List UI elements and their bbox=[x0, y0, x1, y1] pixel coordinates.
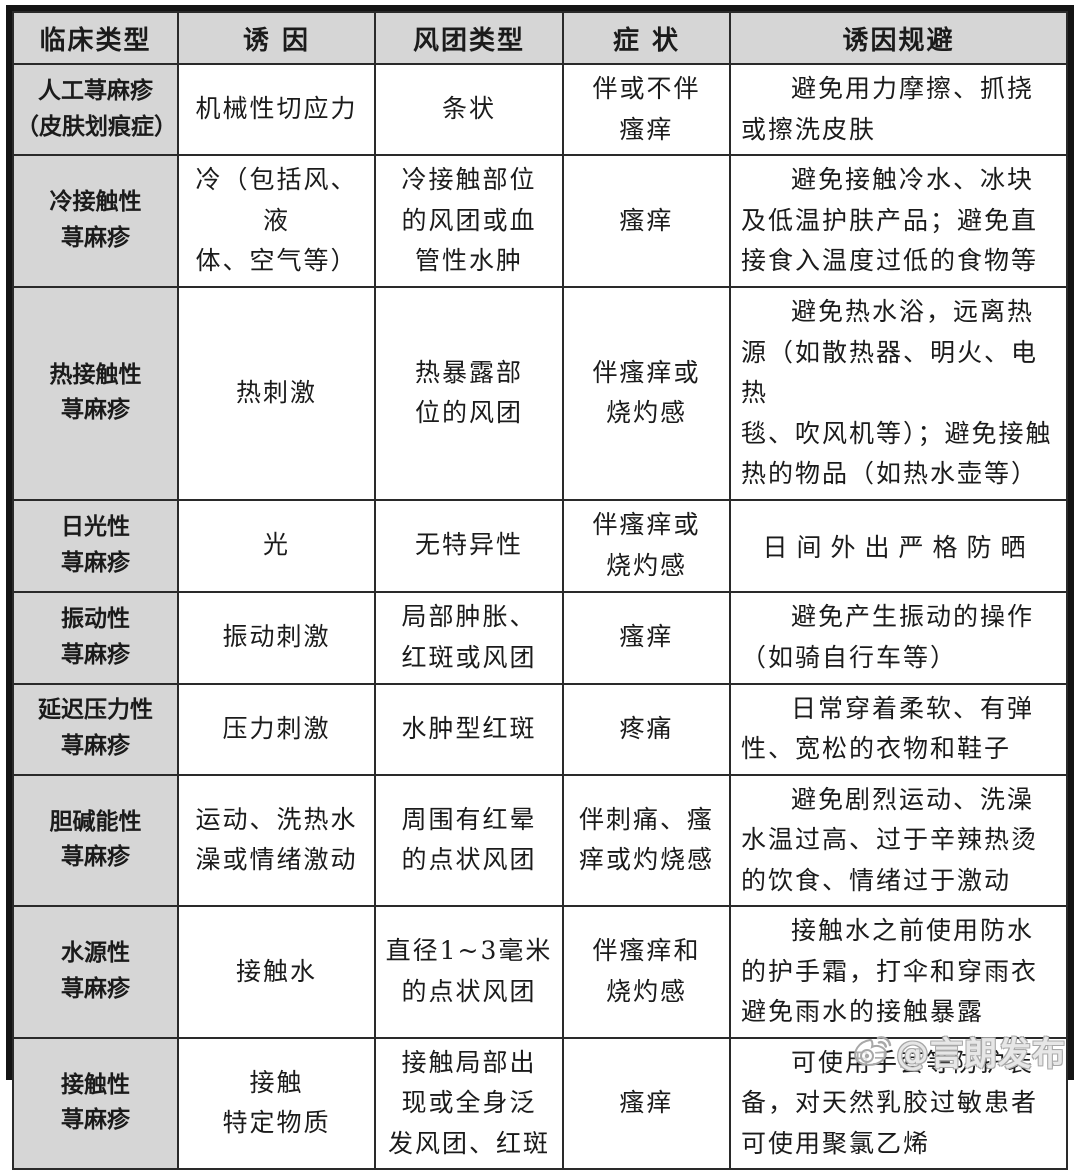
cell-avoidance: 日常穿着柔软、有弹 性、宽松的衣物和鞋子 bbox=[729, 682, 1068, 776]
table-frame: 临床类型诱 因风团类型症 状诱因规避 人工荨麻疹 （皮肤划痕症） 机械性切应力 条状… bbox=[6, 5, 1074, 1170]
cell-wheal-type: 接触局部出 现或全身泛 发风团、红斑 bbox=[374, 1036, 564, 1170]
cell-trigger: 振动刺激 bbox=[177, 590, 376, 685]
cell-symptoms: 伴刺痛、瘙 痒或灼烧感 bbox=[562, 773, 731, 907]
table-row: 振动性 荨麻疹 振动刺激 局部肿胀、 红斑或风团 瘙痒 避免产生振动的操作 （如骑自行车… bbox=[12, 590, 1068, 685]
cell-symptoms: 伴瘙痒和 烧灼感 bbox=[562, 905, 731, 1039]
cell-symptoms: 疼痛 bbox=[562, 682, 731, 776]
table-row: 人工荨麻疹 （皮肤划痕症） 机械性切应力 条状 伴或不伴 瘙痒 避免用力摩擦、抓挠 或擦… bbox=[12, 63, 1068, 156]
cell-wheal-type: 周围有红晕 的点状风团 bbox=[374, 773, 564, 907]
cell-wheal-type: 无特异性 bbox=[374, 498, 564, 593]
cell-clinical-type: 胆碱能性 荨麻疹 bbox=[12, 773, 179, 907]
table-row: 日光性 荨麻疹光无特异性 伴瘙痒或 烧灼感 日间外出严格防晒 bbox=[12, 498, 1068, 593]
header-avoidance: 诱因规避 bbox=[729, 11, 1068, 65]
cell-avoidance: 避免热水浴，远离热 源（如散热器、明火、电热 毯、吹风机等）；避免接触 热的物品… bbox=[729, 286, 1068, 501]
cell-symptoms: 伴或不伴 瘙痒 bbox=[562, 63, 731, 156]
table-body: 人工荨麻疹 （皮肤划痕症） 机械性切应力 条状 伴或不伴 瘙痒 避免用力摩擦、抓挠 或擦… bbox=[12, 63, 1068, 1170]
cell-symptoms: 伴瘙痒或 烧灼感 bbox=[562, 498, 731, 593]
cell-clinical-type: 人工荨麻疹 （皮肤划痕症） bbox=[12, 63, 179, 156]
table-row: 胆碱能性 荨麻疹 运动、洗热水 澡或情绪激动 周围有红晕 的点状风团 伴刺痛、瘙 痒或… bbox=[12, 773, 1068, 907]
cell-trigger: 接触 特定物质 bbox=[177, 1036, 376, 1170]
cell-trigger: 光 bbox=[177, 498, 376, 593]
table-row: 接触性 荨麻疹 接触 特定物质 接触局部出 现或全身泛 发风团、红斑 瘙痒 可使用手套等… bbox=[12, 1036, 1068, 1170]
cell-avoidance: 避免剧烈运动、洗澡 水温过高、过于辛辣热烫 的饮食、情绪过于激动 bbox=[729, 773, 1068, 907]
cell-wheal-type: 直径1~3毫米 的点状风团 bbox=[374, 905, 564, 1039]
table-row: 冷接触性 荨麻疹 冷（包括风、液 体、空气等） 冷接触部位 的风团或血 管性水肿 瘙痒… bbox=[12, 154, 1068, 288]
cell-avoidance: 接触水之前使用防水 的护手霜，打伞和穿雨衣 避免雨水的接触暴露 bbox=[729, 905, 1068, 1039]
cell-trigger: 热刺激 bbox=[177, 286, 376, 501]
cell-wheal-type: 热暴露部 位的风团 bbox=[374, 286, 564, 501]
cell-clinical-type: 振动性 荨麻疹 bbox=[12, 590, 179, 685]
cell-avoidance: 避免接触冷水、冰块 及低温护肤产品；避免直 接食入温度过低的食物等 bbox=[729, 154, 1068, 288]
cell-trigger: 压力刺激 bbox=[177, 682, 376, 776]
cell-symptoms: 伴瘙痒或 烧灼感 bbox=[562, 286, 731, 501]
cell-clinical-type: 冷接触性 荨麻疹 bbox=[12, 154, 179, 288]
page: 临床类型诱 因风团类型症 状诱因规避 人工荨麻疹 （皮肤划痕症） 机械性切应力 条状… bbox=[6, 5, 1074, 1170]
table-row: 延迟压力性 荨麻疹 压力刺激 水肿型红斑 疼痛 日常穿着柔软、有弹 性、宽松的衣物和鞋子 bbox=[12, 682, 1068, 776]
cell-symptoms: 瘙痒 bbox=[562, 154, 731, 288]
cell-wheal-type: 冷接触部位 的风团或血 管性水肿 bbox=[374, 154, 564, 288]
cell-clinical-type: 水源性 荨麻疹 bbox=[12, 905, 179, 1039]
table-row: 热接触性 荨麻疹 热刺激 热暴露部 位的风团 伴瘙痒或 烧灼感 避免热水浴，远离热 源（… bbox=[12, 286, 1068, 501]
cell-wheal-type: 条状 bbox=[374, 63, 564, 156]
cell-trigger: 运动、洗热水 澡或情绪激动 bbox=[177, 773, 376, 907]
header-trigger: 诱 因 bbox=[177, 11, 376, 65]
header-symptoms: 症 状 bbox=[562, 11, 731, 65]
cell-symptoms: 瘙痒 bbox=[562, 1036, 731, 1170]
cell-clinical-type: 延迟压力性 荨麻疹 bbox=[12, 682, 179, 776]
cell-wheal-type: 水肿型红斑 bbox=[374, 682, 564, 776]
cell-clinical-type: 热接触性 荨麻疹 bbox=[12, 286, 179, 501]
cell-wheal-type: 局部肿胀、 红斑或风团 bbox=[374, 590, 564, 685]
cell-symptoms: 瘙痒 bbox=[562, 590, 731, 685]
urticaria-table: 临床类型诱 因风团类型症 状诱因规避 人工荨麻疹 （皮肤划痕症） 机械性切应力 条状… bbox=[12, 11, 1068, 1170]
cell-trigger: 冷（包括风、液 体、空气等） bbox=[177, 154, 376, 288]
header-wheal-type: 风团类型 bbox=[374, 11, 564, 65]
header-row: 临床类型诱 因风团类型症 状诱因规避 bbox=[12, 11, 1068, 65]
header-clinical-type: 临床类型 bbox=[12, 11, 179, 65]
table-row: 水源性 荨麻疹 接触水 直径1~3毫米 的点状风团 伴瘙痒和 烧灼感 接触水之前使用防水… bbox=[12, 905, 1068, 1039]
cell-trigger: 机械性切应力 bbox=[177, 63, 376, 156]
cell-avoidance: 可使用手套等防护装 备，对天然乳胶过敏患者 可使用聚氯乙烯 bbox=[729, 1036, 1068, 1170]
cell-avoidance: 避免用力摩擦、抓挠 或擦洗皮肤 bbox=[729, 63, 1068, 156]
cell-clinical-type: 接触性 荨麻疹 bbox=[12, 1036, 179, 1170]
table-header: 临床类型诱 因风团类型症 状诱因规避 bbox=[12, 11, 1068, 65]
cell-clinical-type: 日光性 荨麻疹 bbox=[12, 498, 179, 593]
cell-avoidance: 避免产生振动的操作 （如骑自行车等） bbox=[729, 590, 1068, 685]
cell-avoidance: 日间外出严格防晒 bbox=[729, 498, 1068, 593]
cell-trigger: 接触水 bbox=[177, 905, 376, 1039]
